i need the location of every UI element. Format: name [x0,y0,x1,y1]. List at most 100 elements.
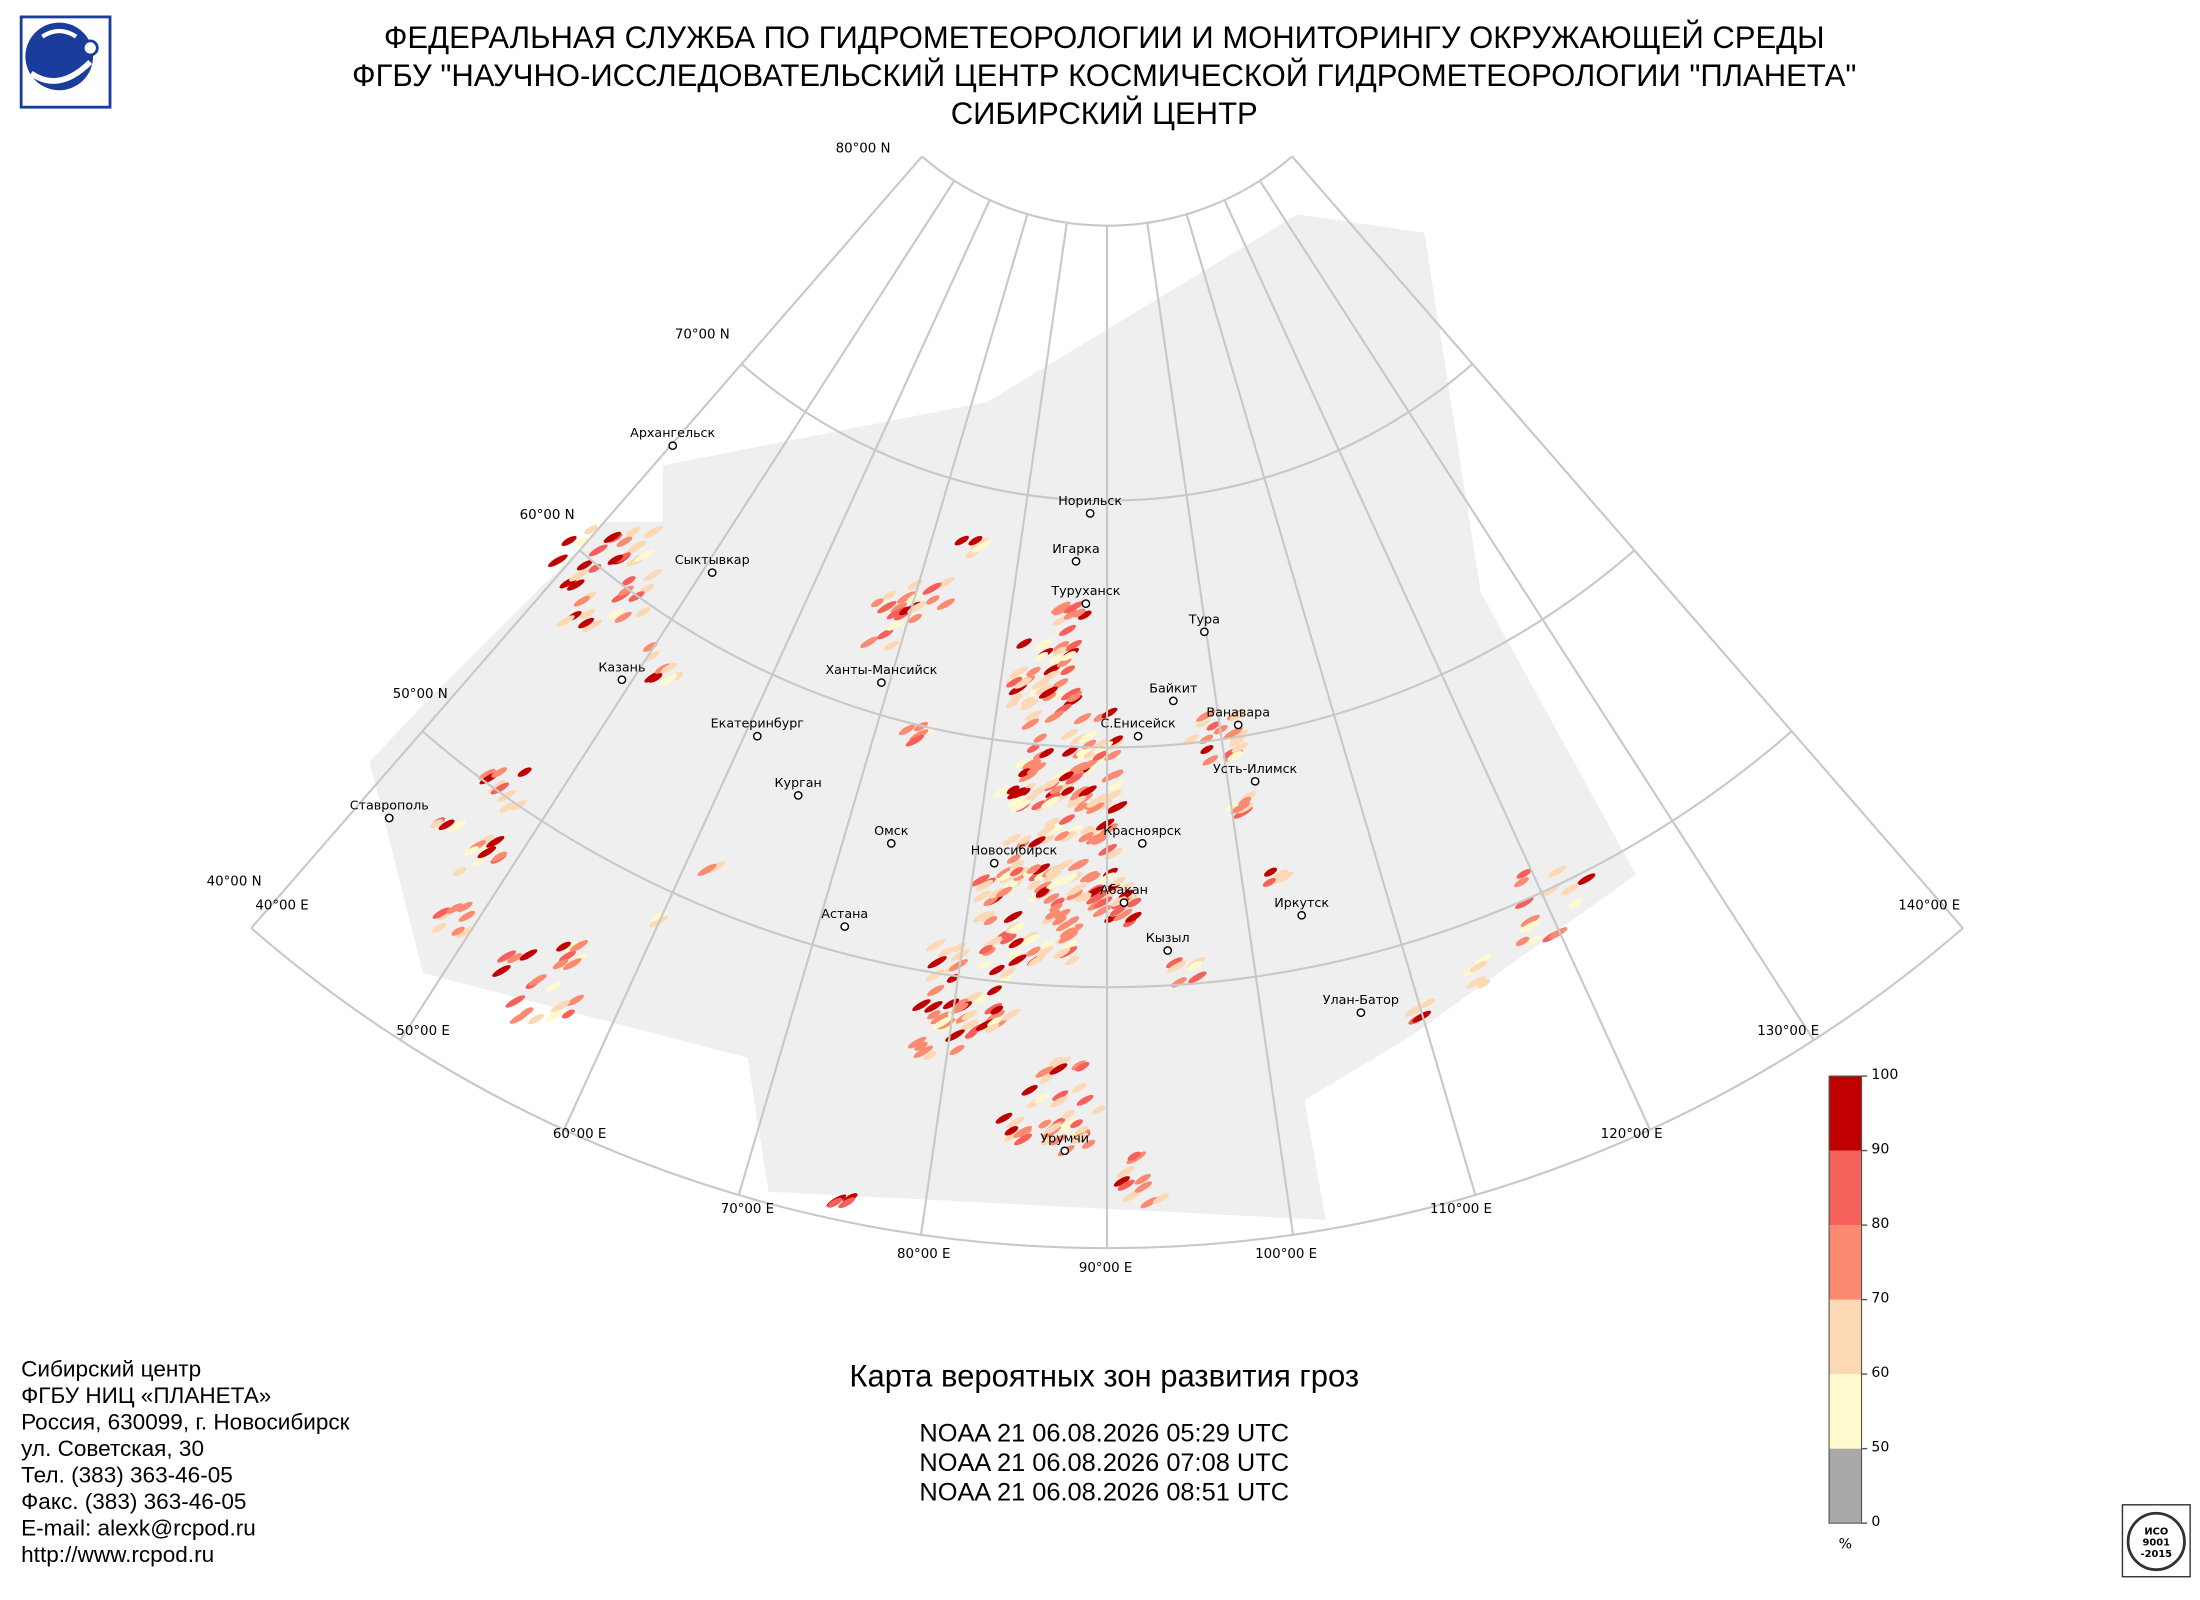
latitude-label: 70°00 N [675,327,730,342]
storm-cell [491,851,507,862]
city-marker [1163,946,1173,955]
storm-cell [1059,624,1077,636]
storm-cell [1051,769,1072,782]
storm-cell [1004,1126,1019,1136]
storm-cell [1018,835,1032,845]
storm-cell [925,969,945,982]
storm-cell [1045,909,1061,920]
contact-line: ФГБУ НИЦ «ПЛАНЕТА» [21,1383,271,1408]
storm-cell [1466,976,1486,989]
storm-cell [1086,802,1105,814]
city-label: Туруханск [1050,583,1120,598]
storm-cell [907,1036,927,1049]
city-marker [668,441,678,451]
pass-line: NOAA 21 06.08.2026 08:51 UTC [919,1479,1289,1507]
longitude-label: 130°00 E [1757,1024,1819,1039]
colorbar-tick-label: 90 [1871,1141,1889,1157]
storm-cell [1524,935,1542,946]
storm-cell [1127,1151,1141,1161]
storm-cell [1420,998,1436,1008]
colorbar-tick-label: 50 [1871,1439,1889,1455]
city-label: Кызыл [1146,930,1190,945]
header-line: ФГБУ "НАУЧНО-ИССЛЕДОВАТЕЛЬСКИЙ ЦЕНТР КОС… [352,57,1856,93]
storm-cell [1092,750,1108,761]
storm-cell [562,958,582,971]
storm-cell [1515,897,1534,909]
storm-cell [1042,691,1057,702]
longitude-label: 60°00 E [553,1127,606,1142]
storm-cell [1001,1008,1021,1021]
colorbar-bin [1829,1150,1862,1226]
city-marker [707,568,717,577]
storm-cell [607,608,624,620]
storm-cell [1039,748,1054,759]
storm-cell [923,1050,937,1061]
storm-cell [1061,1109,1075,1119]
storm-cell [926,595,940,605]
storm-cell [1539,885,1559,898]
storm-cell [1059,927,1076,938]
storm-cell [1061,687,1081,701]
storm-cell [1196,709,1216,722]
storm-cell [1070,1132,1089,1145]
storm-cell [1016,638,1032,649]
city-marker [1137,838,1147,848]
storm-cell [927,1010,941,1020]
storm-cell [625,526,641,537]
city-marker [840,922,850,931]
storm-cell [644,651,660,662]
city-marker [384,813,394,823]
meridian-line [1185,213,1477,1196]
storm-cell [1053,947,1071,959]
storm-cell [984,1002,1003,1015]
city-label: Астана [821,906,868,921]
city-label: Улан-Батор [1323,992,1399,1007]
colorbar-tick-label: 100 [1871,1067,1898,1083]
longitude-label: 90°00 E [1079,1261,1132,1276]
storm-cell [1229,736,1245,747]
storm-cell [1034,1093,1050,1104]
city-marker [1133,731,1143,741]
storm-cell [1099,823,1118,836]
city-label: Архангельск [630,425,715,440]
storm-cell [860,636,879,649]
storm-cell [1077,610,1092,620]
storm-cell [1035,888,1050,898]
contact-line: Россия, 630099, г. Новосибирск [21,1409,349,1434]
meridian-line [399,180,956,1041]
colorbar-bin [1829,1299,1862,1375]
storm-cell [429,819,444,829]
meridian-line [1291,155,1964,929]
city-marker [752,731,762,741]
storm-cell [1060,873,1078,885]
storm-cell [431,922,447,933]
city-label: Казань [598,659,645,674]
storm-cell [1040,796,1060,809]
city-label: Норильск [1058,493,1122,508]
storm-cell [1006,676,1023,688]
storm-cell [528,974,547,986]
storm-cell [490,782,510,795]
storm-cell [927,956,947,969]
colorbar-tick-label: 80 [1871,1216,1889,1232]
storm-cell [1104,847,1123,860]
storm-cell [1469,960,1488,973]
storm-cell [472,856,487,867]
storm-cell [546,981,562,992]
storm-cell [990,1005,1004,1015]
parallel-line [921,155,1293,227]
storm-cell [635,607,651,618]
storm-cell [1134,1173,1151,1185]
storm-cell [1033,881,1052,893]
storm-cell [438,819,455,831]
longitude-label: 40°00 E [255,899,308,914]
storm-cell [1061,786,1075,796]
meridian-line [1223,199,1652,1131]
storm-cell [1050,897,1065,908]
storm-cell [1006,854,1021,864]
iso-text: ИСО [2144,1526,2168,1537]
storm-cell [643,525,663,539]
storm-cell [1066,889,1083,901]
contact-line: E-mail: alexk@rcpod.ru [21,1516,256,1541]
storm-cell [584,525,598,535]
